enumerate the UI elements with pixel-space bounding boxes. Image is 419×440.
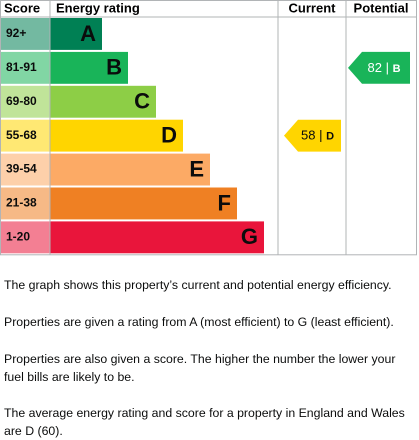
paragraph: The average energy rating and score for … bbox=[4, 406, 405, 438]
rating-letter: B bbox=[106, 55, 122, 80]
rating-bar bbox=[50, 18, 102, 50]
score-range: 92+ bbox=[6, 26, 26, 40]
rating-letter: F bbox=[218, 190, 231, 215]
current-arrow bbox=[284, 119, 341, 152]
paragraph: The graph shows this property’s current … bbox=[4, 278, 392, 292]
rating-letter: G bbox=[241, 224, 258, 249]
current-part: D bbox=[326, 131, 334, 143]
score-range: 1-20 bbox=[6, 230, 30, 244]
potential-part: B bbox=[393, 63, 401, 75]
score-cell bbox=[1, 51, 50, 84]
column-header: Score bbox=[4, 0, 40, 15]
rating-bar bbox=[50, 51, 128, 84]
score-range: 39-54 bbox=[6, 162, 37, 176]
score-cell bbox=[1, 187, 50, 220]
score-range: 55-68 bbox=[6, 128, 37, 142]
column-header: Potential bbox=[354, 0, 409, 15]
score-cell bbox=[1, 85, 50, 118]
score-range: 81-91 bbox=[6, 60, 37, 74]
rating-bar bbox=[50, 153, 210, 186]
rating-bar bbox=[50, 187, 237, 220]
rating-bar bbox=[50, 119, 183, 152]
rating-letter: E bbox=[189, 156, 204, 181]
column-header: Energy rating bbox=[56, 0, 140, 15]
potential-part: | bbox=[386, 60, 389, 75]
score-cell bbox=[1, 221, 50, 254]
score-cell bbox=[1, 119, 50, 152]
rating-bar bbox=[50, 221, 264, 254]
score-cell bbox=[1, 153, 50, 186]
table-border bbox=[0, 0, 417, 256]
potential-part: 82 bbox=[367, 60, 381, 75]
paragraph: Properties are also given a score. The h… bbox=[4, 352, 396, 384]
rating-letter: A bbox=[80, 21, 96, 46]
potential-arrow bbox=[348, 51, 410, 84]
potential-label: 82 | B bbox=[367, 60, 400, 75]
epc-graph: Score Energy rating Current Potential 92+ A 81… bbox=[0, 0, 417, 256]
current-part: 58 bbox=[301, 128, 315, 143]
current-label: 58 | D bbox=[301, 128, 334, 143]
rating-bar bbox=[50, 85, 156, 118]
rating-letter: C bbox=[134, 89, 150, 114]
score-range: 21-38 bbox=[6, 196, 37, 210]
score-cell bbox=[1, 18, 50, 50]
paragraph: Properties are given a rating from A (mo… bbox=[4, 315, 394, 329]
rating-letter: D bbox=[161, 122, 177, 147]
column-header: Current bbox=[289, 0, 337, 15]
score-range: 69-80 bbox=[6, 94, 37, 108]
current-part: | bbox=[319, 128, 322, 143]
